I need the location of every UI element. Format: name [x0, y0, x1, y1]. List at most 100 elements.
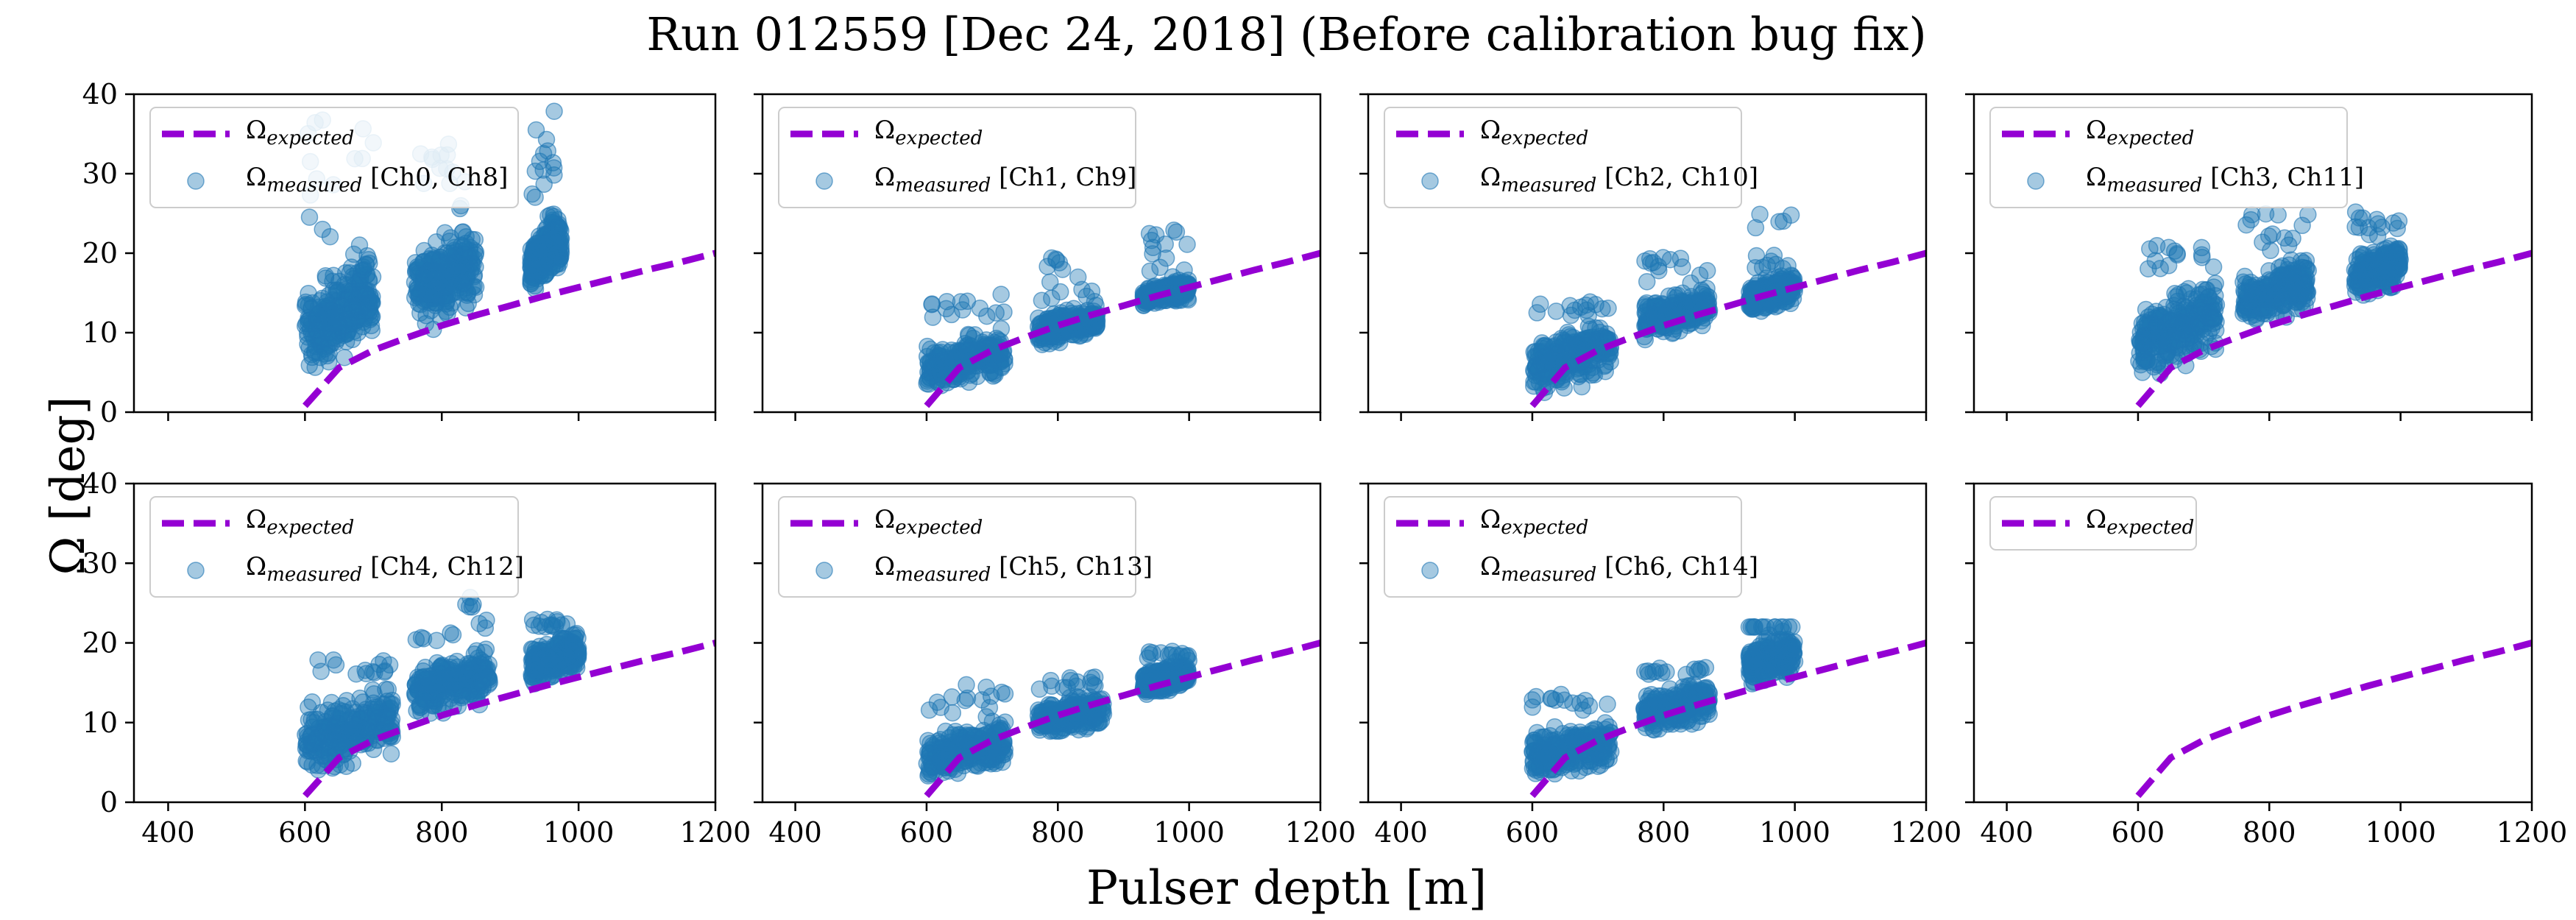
data-point	[965, 756, 983, 774]
data-point	[302, 345, 321, 364]
y-tick-label: 40	[82, 467, 118, 500]
data-point	[1581, 293, 1599, 311]
data-point	[2170, 314, 2187, 331]
data-point	[355, 261, 372, 280]
data-point	[2159, 238, 2178, 257]
data-point	[944, 704, 962, 722]
data-point	[924, 308, 942, 326]
data-point	[2260, 227, 2278, 245]
data-point	[426, 693, 445, 710]
data-point	[325, 651, 342, 669]
data-point	[321, 227, 339, 246]
data-point	[2299, 205, 2317, 224]
y-tick-label: 10	[82, 316, 118, 349]
data-point	[545, 208, 563, 225]
data-point	[1547, 302, 1565, 320]
data-point	[454, 275, 472, 292]
data-point	[1043, 289, 1061, 307]
data-point	[978, 307, 996, 325]
data-point	[535, 175, 553, 194]
data-point	[414, 630, 433, 648]
data-point	[1774, 212, 1792, 230]
data-point	[992, 320, 1011, 338]
data-point	[2355, 270, 2373, 288]
data-point	[406, 676, 425, 694]
data-point	[542, 243, 560, 261]
data-point	[981, 364, 999, 381]
data-point	[952, 293, 970, 311]
data-point	[423, 247, 441, 264]
data-point	[541, 616, 559, 634]
data-point	[2193, 246, 2211, 263]
data-point	[936, 351, 954, 369]
data-point	[1532, 295, 1549, 314]
y-tick-label: 0	[100, 396, 118, 428]
measured-points	[918, 643, 1197, 785]
data-point	[2150, 324, 2168, 342]
x-tick-label: 1000	[543, 816, 615, 849]
data-point	[2352, 245, 2370, 263]
y-tick-label: 20	[82, 237, 118, 269]
data-point	[2350, 209, 2368, 227]
data-point	[938, 292, 956, 311]
data-point	[424, 251, 442, 269]
data-point	[1167, 223, 1186, 241]
data-point	[382, 745, 400, 762]
data-point	[420, 283, 438, 301]
data-point	[316, 267, 335, 285]
data-point	[1758, 256, 1776, 275]
measured-points	[2130, 203, 2409, 383]
legend-measured-swatch	[815, 172, 833, 190]
data-point	[422, 676, 441, 695]
data-point	[526, 188, 544, 206]
data-point	[1525, 377, 1543, 395]
data-point	[2262, 241, 2279, 260]
data-point	[456, 674, 474, 693]
data-point	[2385, 214, 2402, 232]
data-point	[350, 236, 369, 254]
data-point	[2276, 229, 2293, 247]
data-point	[1069, 673, 1086, 691]
x-tick-label: 800	[415, 816, 469, 849]
data-point	[336, 280, 354, 299]
data-point	[1778, 292, 1796, 311]
data-point	[523, 185, 541, 203]
data-point	[2381, 264, 2399, 283]
data-point	[328, 308, 345, 325]
y-tick-label: 10	[82, 707, 118, 739]
data-point	[461, 654, 479, 673]
data-point	[417, 307, 435, 325]
data-point	[1093, 704, 1111, 723]
data-point	[958, 292, 977, 311]
data-point	[1774, 260, 1792, 277]
data-point	[438, 292, 456, 310]
data-point	[527, 121, 545, 139]
data-point	[2243, 205, 2261, 224]
data-point	[1538, 349, 1557, 367]
data-point	[2177, 299, 2195, 316]
data-point	[943, 305, 960, 324]
data-point	[958, 676, 975, 694]
data-point	[2205, 297, 2223, 315]
data-point	[545, 102, 563, 120]
data-point	[309, 305, 327, 323]
data-point	[344, 245, 363, 263]
data-point	[336, 275, 353, 294]
data-point	[545, 159, 563, 177]
data-point	[960, 336, 977, 354]
y-tick-label: 30	[82, 547, 118, 579]
data-point	[956, 691, 974, 710]
data-point	[1083, 669, 1101, 687]
data-point	[2240, 292, 2258, 310]
data-point	[1038, 258, 1056, 275]
data-point	[367, 703, 384, 721]
data-point	[919, 372, 936, 390]
data-point	[457, 234, 475, 252]
data-point	[344, 330, 361, 349]
data-point	[467, 246, 484, 264]
data-point	[453, 223, 472, 241]
